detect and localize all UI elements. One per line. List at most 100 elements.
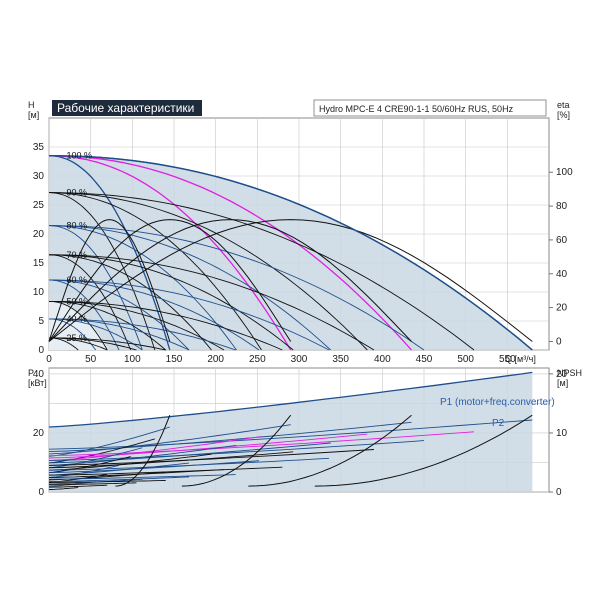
x-tick-label: 50 (85, 354, 97, 365)
power-curve (48, 466, 283, 476)
npsh-curve (115, 415, 171, 487)
p1-annotation: P1 (motor+freq.converter) (440, 397, 555, 408)
pump-curve (49, 254, 375, 351)
p2-annotation: P2 (492, 418, 505, 429)
pump-curve (48, 192, 262, 351)
eta-tick-label: 60 (556, 235, 568, 246)
speed-labels: 100 % 90 % 80 % 70 % 60 % 50 % 40 % 25 % (67, 151, 93, 343)
speed-label-25: 25 % (67, 333, 88, 343)
p1-curve (48, 371, 533, 428)
lower-tick-labels: 0 20 40 0 10 20 (33, 369, 568, 498)
eta-tick-label: 20 (556, 303, 568, 314)
power-curve (48, 464, 120, 478)
power-curve (48, 421, 412, 453)
pump-curve (49, 337, 166, 351)
speed-label-50: 50 % (67, 296, 88, 306)
speed-label-60: 60 % (67, 275, 88, 285)
p-tick-label: 20 (33, 428, 45, 439)
power-curves (48, 371, 533, 491)
power-area (49, 372, 533, 492)
npsh-axis-label: NPSH [м] (557, 368, 582, 388)
power-curve (48, 433, 368, 459)
power-curve (48, 424, 291, 455)
x-tick-label: 550 (499, 354, 516, 365)
eta-tick-label: 100 (556, 167, 573, 178)
power-curve (48, 449, 375, 466)
chart-title: Рабочие характеристики (57, 101, 194, 115)
pump-curve (49, 300, 283, 351)
x-tick-label: 200 (207, 354, 224, 365)
power-curve (48, 474, 236, 480)
upper-tick-labels: 0 50 100 150 200 250 300 350 400 450 500 5500510152… (33, 142, 573, 365)
pump-curve (49, 300, 108, 351)
speed-label-80: 80 % (67, 221, 88, 231)
power-curve (49, 484, 108, 488)
pump-curve (48, 155, 292, 351)
power-curve (48, 426, 170, 457)
pump-curve (48, 225, 237, 351)
p-axis-label: P [кВт] (28, 368, 47, 388)
x-tick-label: 450 (416, 354, 433, 365)
pump-curve (48, 192, 368, 351)
npsh-curve (248, 414, 412, 487)
q-axis-label: Q [м³/ч] (505, 354, 536, 364)
x-tick-label: 250 (249, 354, 266, 365)
x-tick-label: 350 (332, 354, 349, 365)
power-curve (48, 436, 262, 461)
pump-curve (49, 300, 166, 351)
pump-curve (49, 318, 236, 351)
power-curve (48, 457, 330, 471)
eta-axis-label: eta [%] (557, 100, 570, 120)
power-curve (48, 440, 425, 462)
speed-label-90: 90 % (67, 188, 88, 198)
envelope-outline (49, 155, 533, 351)
x-tick-label: 100 (124, 354, 141, 365)
y-tick-label: 35 (33, 142, 45, 153)
speed-label-100: 100 % (67, 151, 93, 161)
efficiency-curve (48, 219, 171, 342)
efficiency-curve (48, 219, 412, 342)
eta-tick-label: 40 (556, 269, 568, 280)
efficiency-curve (48, 219, 292, 342)
power-curve (48, 480, 166, 483)
p-tick-label: 0 (38, 487, 44, 498)
x-tick-label: 300 (291, 354, 308, 365)
pump-curve (49, 279, 120, 351)
x-tick-label: 400 (374, 354, 391, 365)
x-tick-label: 150 (166, 354, 183, 365)
pump-curve (49, 254, 212, 351)
pump-curve (49, 254, 132, 351)
y-tick-label: 20 (33, 229, 45, 240)
y-tick-label: 5 (38, 316, 44, 327)
npsh-tick-label: 20 (556, 369, 568, 380)
power-curve (48, 476, 190, 483)
subtitle-box (313, 99, 547, 117)
pump-curve (49, 254, 294, 351)
npsh-tick-label: 10 (556, 428, 568, 439)
y-tick-label: 0 (38, 345, 44, 356)
eta-tick-label: 80 (556, 201, 568, 212)
y-tick-label: 25 (33, 200, 45, 211)
x-tick-label: 500 (457, 354, 474, 365)
power-curve (48, 460, 260, 474)
y-tick-label: 10 (33, 287, 45, 298)
pump-curves (48, 155, 533, 351)
efficiency-curve (48, 219, 533, 342)
npsh-tick-label: 0 (556, 487, 562, 498)
pump-curve (48, 225, 332, 351)
pump-curve (49, 300, 225, 351)
eta-tick-label: 0 (556, 337, 562, 348)
h-axis-label: H [м] (28, 100, 39, 120)
pump-curve (48, 192, 475, 351)
speed-label-40: 40 % (67, 314, 88, 324)
x-tick-label: 0 (46, 354, 52, 365)
p-tick-label: 40 (33, 369, 45, 380)
speed-label-70: 70 % (67, 250, 88, 260)
power-curve (48, 487, 79, 491)
y-tick-label: 15 (33, 258, 45, 269)
power-curve (49, 482, 137, 486)
y-tick-label: 30 (33, 171, 45, 182)
npsh-curve (181, 414, 292, 487)
pump-curve (48, 155, 412, 351)
